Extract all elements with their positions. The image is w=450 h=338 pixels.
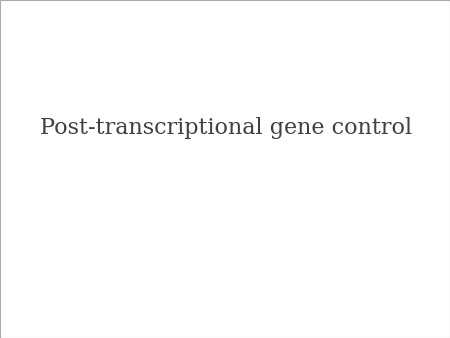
Text: Post-transcriptional gene control: Post-transcriptional gene control (40, 117, 413, 140)
